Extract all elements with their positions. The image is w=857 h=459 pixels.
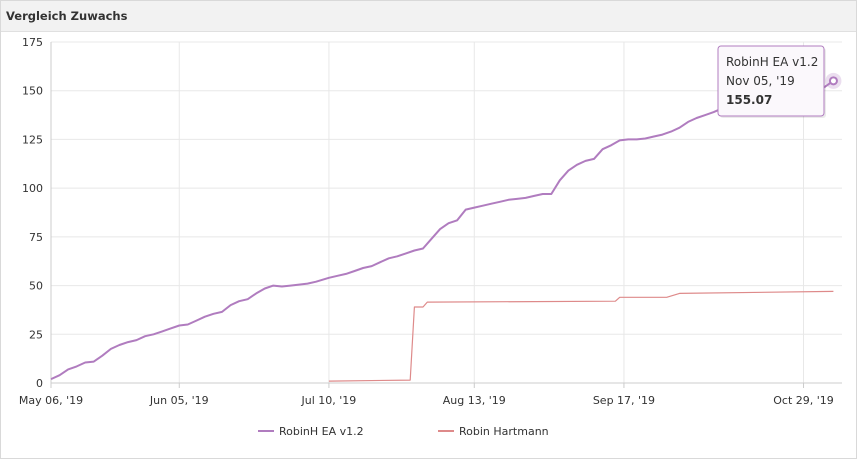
legend[interactable]: RobinH EA v1.2 Robin Hartmann (258, 425, 549, 438)
x-tick-label: Sep 17, '19 (593, 394, 655, 407)
series-line-robinh-ea (50, 79, 834, 381)
tooltip-date: Nov 05, '19 (726, 74, 795, 88)
y-axis: 0 25 50 75 100 125 150 175 (22, 36, 52, 390)
x-tick-label: Jul 10, '19 (301, 394, 357, 407)
tooltip-series-name: RobinH EA v1.2 (726, 55, 818, 69)
y-tick-label: 150 (22, 85, 43, 98)
tooltip-value: 155.07 (726, 93, 772, 107)
legend-label: RobinH EA v1.2 (279, 425, 364, 438)
y-tick-label: 100 (22, 182, 43, 195)
y-tick-label: 125 (22, 133, 43, 146)
x-tick-label: Jun 05, '19 (149, 394, 209, 407)
x-tick-label: Oct 29, '19 (773, 394, 834, 407)
panel-header: Vergleich Zuwachs (1, 1, 856, 32)
x-tick-label: Aug 13, '19 (443, 394, 506, 407)
legend-item[interactable]: RobinH EA v1.2 (258, 425, 364, 438)
y-tick-label: 175 (22, 36, 43, 49)
series-layer (50, 72, 842, 382)
legend-label: Robin Hartmann (459, 425, 549, 438)
x-tick-label: May 06, '19 (19, 394, 83, 407)
series-line-robin-hartmann (328, 290, 834, 382)
y-tick-label: 75 (29, 231, 43, 244)
chart-tooltip: RobinH EA v1.2 Nov 05, '19 155.07 (717, 45, 826, 118)
y-tick-label: 50 (29, 280, 43, 293)
hover-point-marker (828, 76, 838, 86)
legend-item[interactable]: Robin Hartmann (438, 425, 549, 438)
panel-title: Vergleich Zuwachs (6, 9, 128, 23)
y-tick-label: 25 (29, 328, 43, 341)
x-axis: May 06, '19 Jun 05, '19 Jul 10, '19 Aug 13,… (19, 382, 842, 407)
tooltip-box (717, 45, 825, 117)
y-tick-label: 0 (36, 377, 43, 390)
